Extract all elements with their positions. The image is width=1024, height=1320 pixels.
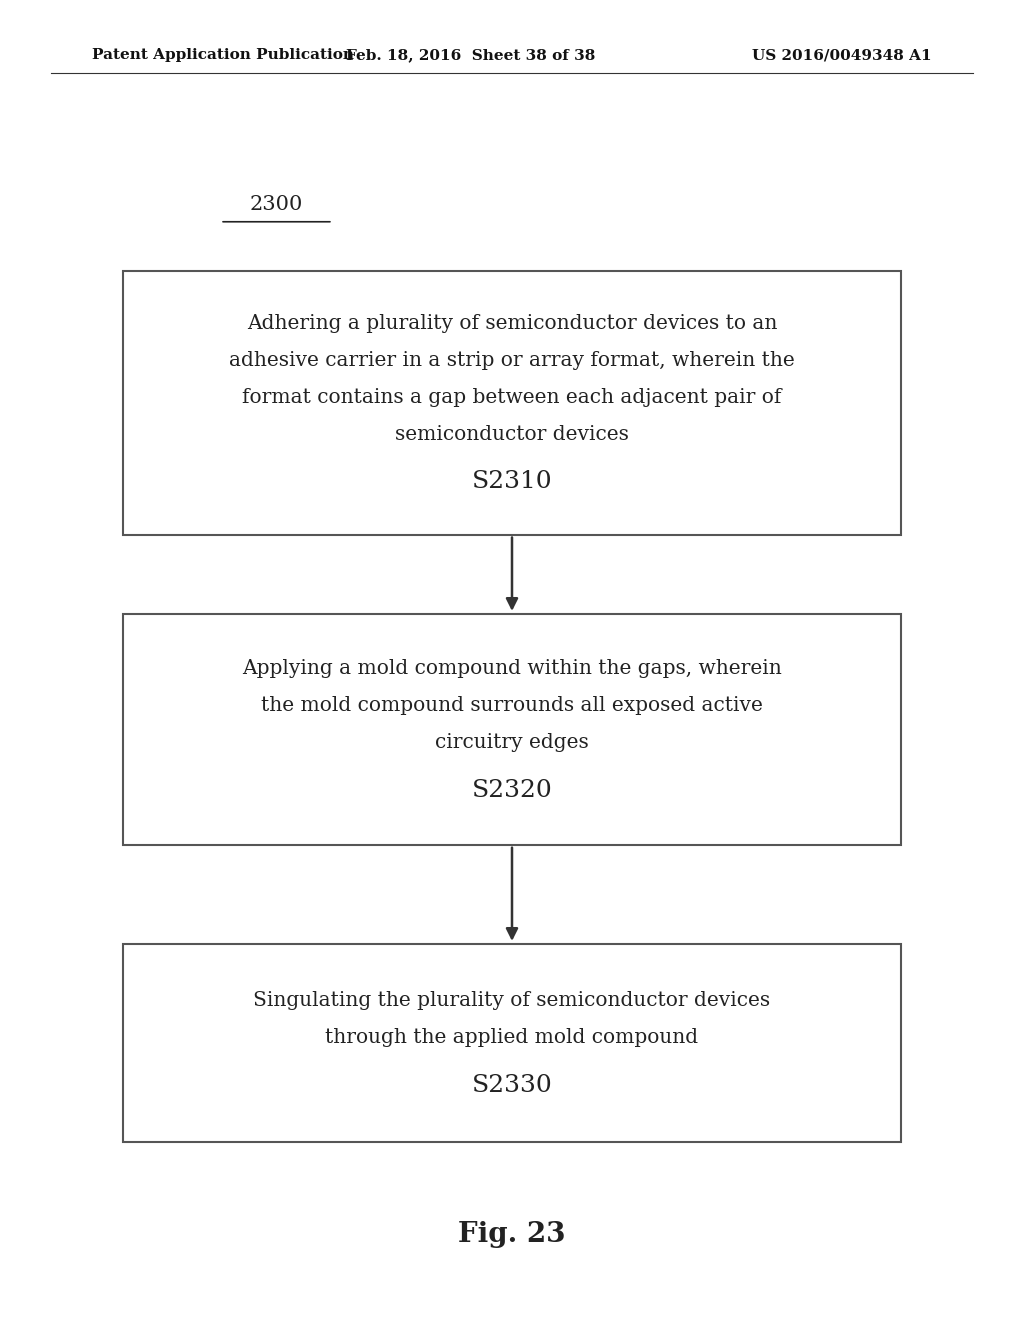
Text: format contains a gap between each adjacent pair of: format contains a gap between each adjac…	[243, 388, 781, 407]
Text: Applying a mold compound within the gaps, wherein: Applying a mold compound within the gaps…	[242, 659, 782, 678]
Text: through the applied mold compound: through the applied mold compound	[326, 1028, 698, 1047]
Text: circuitry edges: circuitry edges	[435, 733, 589, 752]
FancyBboxPatch shape	[123, 271, 901, 535]
Text: S2320: S2320	[472, 779, 552, 801]
Text: US 2016/0049348 A1: US 2016/0049348 A1	[753, 49, 932, 62]
Text: 2300: 2300	[250, 195, 303, 214]
Text: S2330: S2330	[472, 1073, 552, 1097]
Text: the mold compound surrounds all exposed active: the mold compound surrounds all exposed …	[261, 696, 763, 715]
Text: Feb. 18, 2016  Sheet 38 of 38: Feb. 18, 2016 Sheet 38 of 38	[346, 49, 596, 62]
Text: S2310: S2310	[472, 470, 552, 494]
Text: Fig. 23: Fig. 23	[459, 1221, 565, 1247]
Text: semiconductor devices: semiconductor devices	[395, 425, 629, 444]
FancyBboxPatch shape	[123, 944, 901, 1142]
Text: Patent Application Publication: Patent Application Publication	[92, 49, 354, 62]
Text: Adhering a plurality of semiconductor devices to an: Adhering a plurality of semiconductor de…	[247, 314, 777, 333]
Text: Singulating the plurality of semiconductor devices: Singulating the plurality of semiconduct…	[253, 991, 771, 1010]
Text: adhesive carrier in a strip or array format, wherein the: adhesive carrier in a strip or array for…	[229, 351, 795, 370]
FancyBboxPatch shape	[123, 614, 901, 845]
